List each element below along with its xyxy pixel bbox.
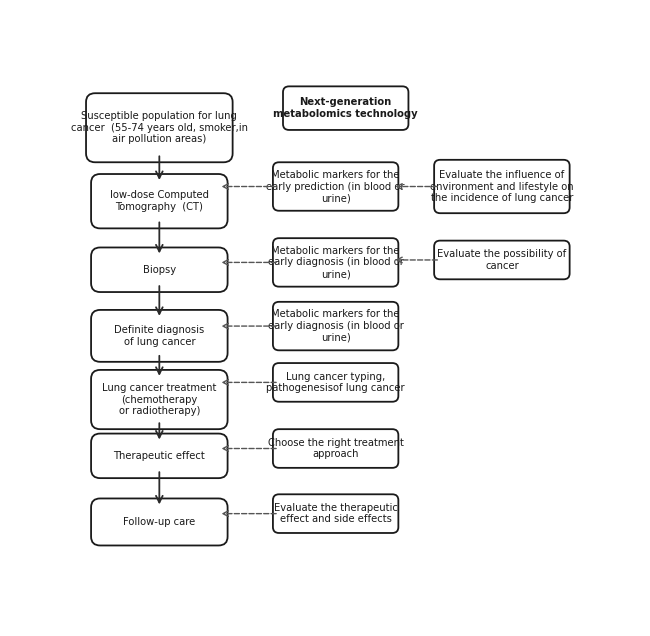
FancyBboxPatch shape [273, 238, 398, 287]
Text: Lung cancer typing,
pathogenesisof lung cancer: Lung cancer typing, pathogenesisof lung … [266, 371, 405, 393]
FancyBboxPatch shape [91, 434, 228, 478]
FancyBboxPatch shape [273, 302, 398, 350]
Text: Evaluate the possibility of
cancer: Evaluate the possibility of cancer [437, 249, 567, 271]
Text: Choose the right treatment
approach: Choose the right treatment approach [268, 438, 404, 459]
FancyBboxPatch shape [273, 363, 398, 402]
FancyBboxPatch shape [91, 310, 228, 362]
FancyBboxPatch shape [91, 370, 228, 429]
Text: Evaluate the influence of
environment and lifestyle on
the incidence of lung can: Evaluate the influence of environment an… [430, 170, 574, 203]
Text: Follow-up care: Follow-up care [124, 517, 196, 527]
FancyBboxPatch shape [273, 429, 398, 468]
FancyBboxPatch shape [273, 494, 398, 533]
Text: Evaluate the therapeutic
effect and side effects: Evaluate the therapeutic effect and side… [274, 503, 398, 525]
FancyBboxPatch shape [434, 240, 569, 279]
Text: Biopsy: Biopsy [143, 265, 176, 275]
FancyBboxPatch shape [434, 160, 569, 213]
FancyBboxPatch shape [273, 162, 398, 211]
Text: Susceptible population for lung
cancer  (55-74 years old, smoker,in
air pollutio: Susceptible population for lung cancer (… [71, 111, 248, 144]
FancyBboxPatch shape [283, 86, 408, 130]
FancyBboxPatch shape [91, 499, 228, 546]
Text: Therapeutic effect: Therapeutic effect [114, 451, 205, 461]
Text: Metabolic markers for the
early diagnosis (in blood or
urine): Metabolic markers for the early diagnosi… [268, 245, 404, 279]
Text: Lung cancer treatment
(chemotherapy
or radiotherapy): Lung cancer treatment (chemotherapy or r… [102, 383, 216, 416]
FancyBboxPatch shape [91, 247, 228, 292]
Text: low-dose Computed
Tomography  (CT): low-dose Computed Tomography (CT) [110, 190, 209, 212]
Text: Metabolic markers for the
early diagnosis (in blood or
urine): Metabolic markers for the early diagnosi… [268, 310, 404, 343]
Text: Metabolic markers for the
early prediction (in blood or
urine): Metabolic markers for the early predicti… [266, 170, 405, 203]
FancyBboxPatch shape [91, 174, 228, 228]
Text: Next-generation
metabolomics technology: Next-generation metabolomics technology [274, 97, 418, 119]
FancyBboxPatch shape [86, 93, 233, 162]
Text: Definite diagnosis
of lung cancer: Definite diagnosis of lung cancer [114, 325, 205, 347]
